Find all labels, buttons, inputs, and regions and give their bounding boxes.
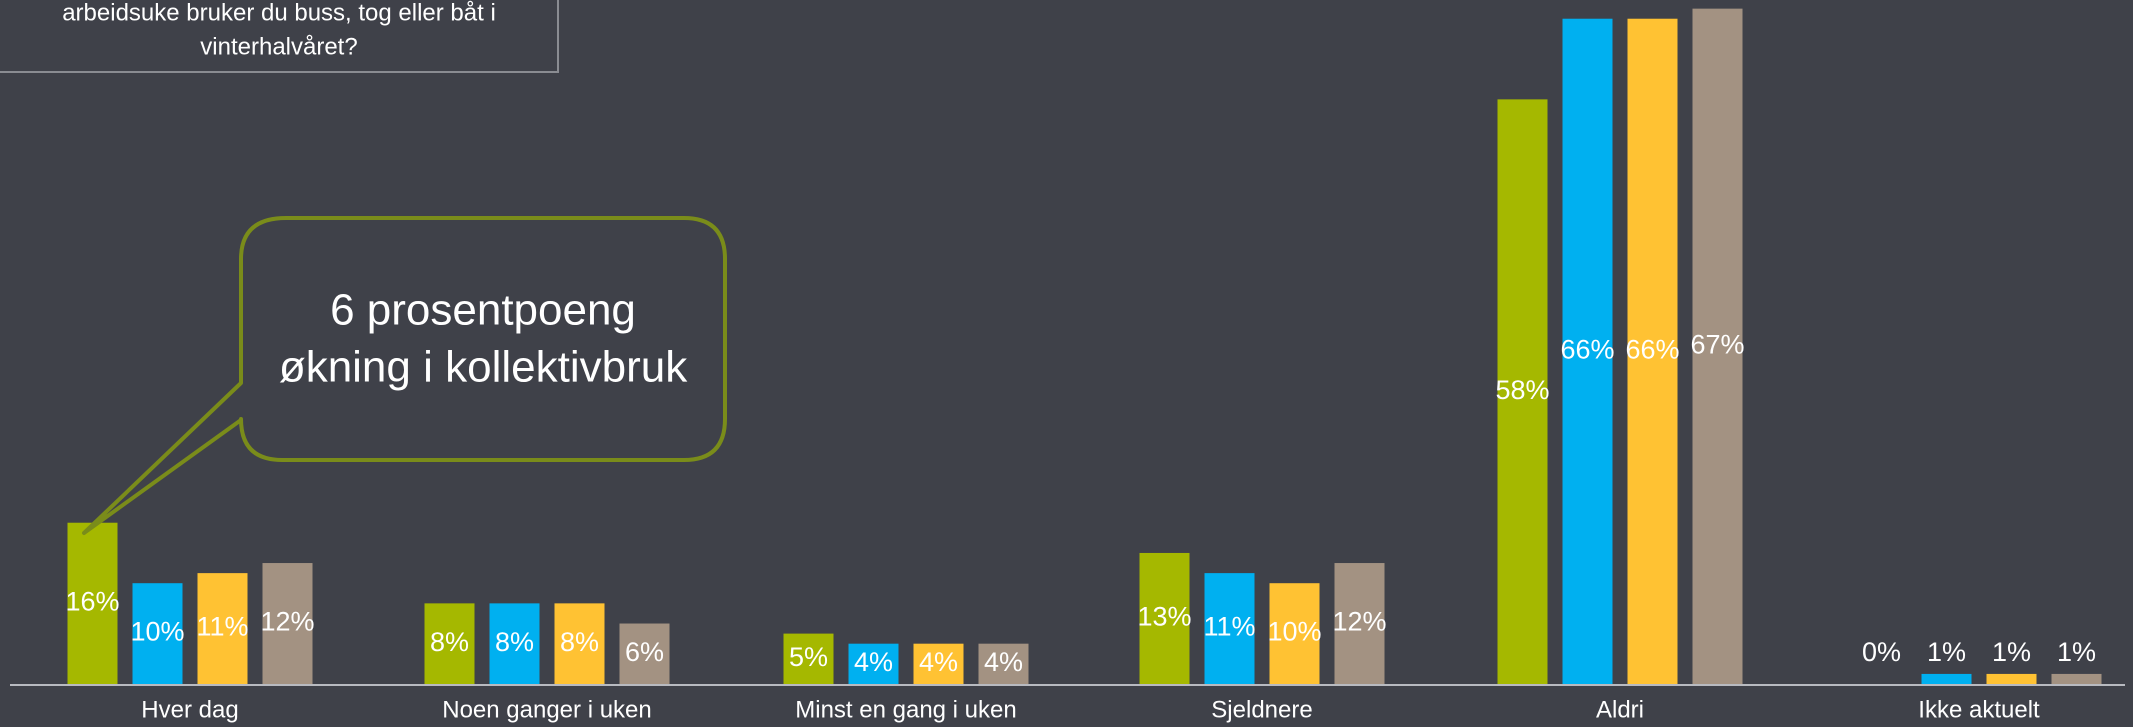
- data-label: 5%: [789, 642, 828, 672]
- x-tick-label: Sjeldnere: [1211, 696, 1312, 723]
- data-label: 10%: [1267, 617, 1321, 647]
- bar: [262, 563, 313, 684]
- data-label: 16%: [65, 586, 119, 616]
- data-label: 11%: [196, 612, 248, 642]
- x-tick-label: Minst en gang i uken: [795, 696, 1016, 723]
- bar: [978, 643, 1029, 684]
- bar: [1986, 673, 2037, 684]
- bars: 16% 10% 11% 12% 8% 8% 8% 6% 5% 4% 4% 4% 13% 11% 10% 12%…: [65, 8, 2102, 685]
- data-label: 8%: [430, 627, 469, 657]
- bar: [848, 643, 899, 684]
- callout-text: økning i kollektivbruk: [279, 343, 688, 392]
- bar: [1139, 552, 1190, 684]
- data-label: 1%: [2057, 637, 2096, 667]
- bar: [2051, 673, 2102, 684]
- data-label: 8%: [560, 627, 599, 657]
- x-tick-label: Ikke aktuelt: [1918, 696, 2040, 723]
- bar: [1269, 583, 1320, 684]
- bar: [1692, 8, 1743, 684]
- callout: [82, 216, 727, 535]
- data-label: 4%: [984, 647, 1023, 677]
- question-box: [0, 0, 559, 73]
- data-label: 10%: [130, 617, 184, 647]
- bar: [1921, 673, 1972, 684]
- bar: [783, 633, 834, 684]
- data-label: 66%: [1560, 334, 1614, 364]
- bar: [1627, 18, 1678, 685]
- bar: [1497, 99, 1548, 685]
- bar: [67, 522, 118, 684]
- data-label: 6%: [625, 637, 664, 667]
- data-label: 13%: [1137, 602, 1191, 632]
- data-label: 0%: [1862, 637, 1901, 667]
- bar: [1562, 18, 1613, 685]
- bar: [619, 623, 670, 684]
- data-label: 1%: [1992, 637, 2031, 667]
- x-tick-label: Noen ganger i uken: [442, 696, 651, 723]
- data-label: 4%: [854, 647, 893, 677]
- data-label: 12%: [260, 607, 314, 637]
- bar: [554, 603, 605, 684]
- data-label: 4%: [919, 647, 958, 677]
- bar: [197, 573, 248, 684]
- bar: [1334, 563, 1385, 684]
- bar: [489, 603, 540, 684]
- data-label: 11%: [1203, 612, 1255, 642]
- data-label: 66%: [1625, 334, 1679, 364]
- x-tick-label: Hver dag: [141, 696, 238, 723]
- bar: [424, 603, 475, 684]
- x-tick-label: Aldri: [1596, 696, 1644, 723]
- data-label: 58%: [1495, 375, 1549, 405]
- data-label: 8%: [495, 627, 534, 657]
- callout-text: 6 prosentpoeng: [330, 286, 636, 335]
- data-label: 12%: [1332, 607, 1386, 637]
- bar: [132, 583, 183, 684]
- question-line: vinterhalvåret?: [200, 33, 357, 60]
- data-label: 1%: [1927, 637, 1966, 667]
- bar: [913, 643, 964, 684]
- data-label: 67%: [1690, 329, 1744, 359]
- question-line: arbeidsuke bruker du buss, tog eller båt…: [62, 0, 496, 26]
- bar: [1204, 573, 1255, 684]
